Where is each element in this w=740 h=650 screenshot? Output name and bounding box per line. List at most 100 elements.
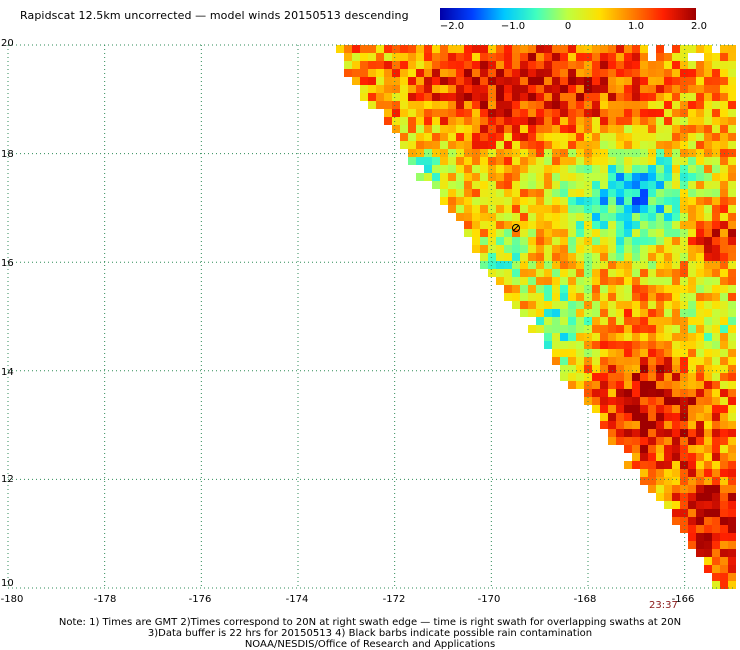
wind-difference-cell	[488, 93, 496, 101]
wind-difference-cell	[400, 133, 408, 141]
wind-difference-cell	[536, 325, 544, 333]
wind-difference-cell	[728, 77, 736, 85]
wind-difference-cell	[648, 341, 656, 349]
wind-difference-cell	[512, 45, 520, 53]
wind-difference-cell	[592, 165, 600, 173]
wind-difference-cell	[720, 253, 728, 261]
wind-difference-cell	[720, 101, 728, 109]
wind-difference-cell	[576, 93, 584, 101]
wind-difference-cell	[472, 85, 480, 93]
wind-difference-cell	[544, 253, 552, 261]
wind-difference-cell	[536, 221, 544, 229]
wind-difference-cell	[712, 501, 720, 509]
wind-difference-cell	[640, 213, 648, 221]
wind-difference-cell	[576, 61, 584, 69]
wind-difference-cell	[720, 485, 728, 493]
wind-difference-cell	[664, 397, 672, 405]
wind-difference-cell	[480, 205, 488, 213]
wind-difference-cell	[408, 117, 416, 125]
wind-difference-cell	[648, 333, 656, 341]
swath-time-label: 23:37	[649, 600, 678, 611]
wind-difference-cell	[552, 165, 560, 173]
wind-difference-cell	[472, 229, 480, 237]
wind-difference-cell	[552, 229, 560, 237]
wind-difference-cell	[648, 485, 656, 493]
wind-difference-cell	[640, 53, 648, 61]
wind-difference-cell	[536, 213, 544, 221]
wind-difference-cell	[536, 117, 544, 125]
wind-difference-cell	[632, 389, 640, 397]
wind-difference-cell	[632, 349, 640, 357]
wind-difference-cell	[616, 413, 624, 421]
wind-difference-cell	[592, 333, 600, 341]
wind-difference-cell	[440, 149, 448, 157]
y-tick-label: 10	[1, 578, 14, 589]
wind-difference-cell	[640, 85, 648, 93]
wind-difference-cell	[568, 261, 576, 269]
wind-difference-cell	[704, 437, 712, 445]
wind-difference-cell	[576, 261, 584, 269]
wind-difference-cell	[656, 269, 664, 277]
wind-difference-cell	[544, 293, 552, 301]
wind-difference-cell	[712, 413, 720, 421]
wind-difference-cell	[464, 181, 472, 189]
wind-difference-cell	[512, 77, 520, 85]
wind-difference-cell	[560, 253, 568, 261]
wind-difference-cell	[520, 221, 528, 229]
wind-difference-cell	[608, 413, 616, 421]
wind-difference-cell	[680, 477, 688, 485]
wind-difference-cell	[712, 533, 720, 541]
wind-difference-cell	[488, 165, 496, 173]
wind-difference-cell	[488, 77, 496, 85]
wind-difference-cell	[424, 157, 432, 165]
wind-difference-cell	[680, 181, 688, 189]
wind-difference-cell	[680, 101, 688, 109]
wind-difference-cell	[656, 181, 664, 189]
wind-difference-cell	[408, 101, 416, 109]
wind-difference-cell	[696, 69, 704, 77]
wind-difference-cell	[680, 517, 688, 525]
wind-difference-cell	[384, 117, 392, 125]
wind-difference-cell	[624, 157, 632, 165]
wind-difference-cell	[424, 61, 432, 69]
wind-difference-cell	[656, 61, 664, 69]
wind-difference-cell	[576, 309, 584, 317]
wind-difference-cell	[696, 101, 704, 109]
wind-difference-cell	[680, 173, 688, 181]
wind-difference-cell	[648, 149, 656, 157]
wind-difference-cell	[600, 325, 608, 333]
wind-difference-cell	[600, 133, 608, 141]
wind-difference-cell	[552, 117, 560, 125]
wind-difference-cell	[664, 365, 672, 373]
wind-difference-cell	[728, 245, 736, 253]
wind-difference-cell	[544, 237, 552, 245]
wind-difference-cell	[536, 261, 544, 269]
wind-difference-cell	[672, 365, 680, 373]
wind-difference-cell	[592, 157, 600, 165]
wind-difference-cell	[632, 197, 640, 205]
wind-difference-cell	[432, 157, 440, 165]
wind-difference-cell	[672, 221, 680, 229]
wind-difference-cell	[576, 293, 584, 301]
wind-difference-cell	[624, 61, 632, 69]
wind-difference-cell	[608, 397, 616, 405]
wind-difference-cell	[488, 149, 496, 157]
wind-difference-cell	[448, 45, 456, 53]
wind-difference-cell	[680, 413, 688, 421]
wind-difference-cell	[448, 69, 456, 77]
wind-difference-cell	[608, 237, 616, 245]
wind-difference-cell	[712, 477, 720, 485]
wind-difference-cell	[672, 109, 680, 117]
wind-difference-cell	[608, 309, 616, 317]
wind-difference-cell	[712, 317, 720, 325]
wind-difference-cell	[520, 277, 528, 285]
wind-difference-cell	[704, 277, 712, 285]
wind-difference-cell	[568, 149, 576, 157]
wind-difference-cell	[720, 429, 728, 437]
wind-difference-cell	[688, 493, 696, 501]
wind-difference-cell	[552, 349, 560, 357]
wind-difference-cell	[656, 197, 664, 205]
wind-difference-cell	[616, 141, 624, 149]
wind-difference-cell	[720, 221, 728, 229]
wind-difference-cell	[520, 245, 528, 253]
